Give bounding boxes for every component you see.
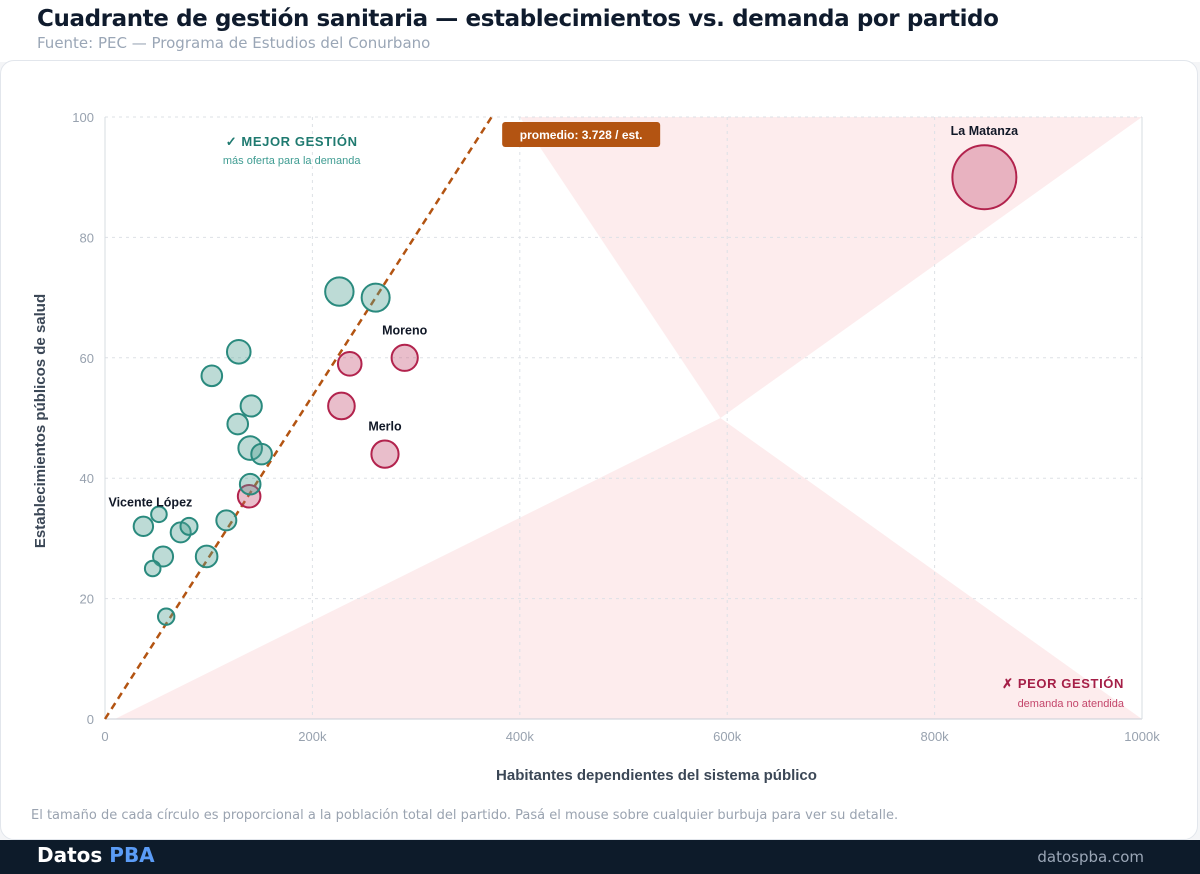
bubble-better bbox=[156, 607, 176, 626]
brand-name: Datos bbox=[37, 843, 103, 867]
bubble-better bbox=[250, 442, 273, 466]
worse-quadrant-title: ✗ PEOR GESTIÓN bbox=[1002, 676, 1124, 691]
bubble-better bbox=[238, 472, 262, 496]
bubble-better bbox=[239, 394, 263, 418]
bubble-better bbox=[143, 559, 162, 578]
page-title: Cuadrante de gestión sanitaria — estable… bbox=[37, 6, 999, 32]
bubble-better bbox=[152, 545, 175, 568]
shade-bottom bbox=[115, 418, 1142, 719]
bubble-worse bbox=[336, 351, 363, 377]
worse-quadrant-subtitle: demanda no atendida bbox=[1018, 698, 1125, 710]
bubbles bbox=[132, 144, 1018, 626]
shade-top bbox=[519, 117, 1142, 418]
brand-accent: PBA bbox=[109, 843, 155, 867]
x-tick-label: 1000k bbox=[1124, 729, 1160, 744]
point-labels: La Matanza Moreno Merlo Vicente López bbox=[108, 124, 1019, 509]
average-badge-label: promedio: 3.728 / est. bbox=[520, 128, 643, 142]
bubble-better bbox=[179, 516, 199, 536]
bubble-better bbox=[194, 544, 219, 569]
page-footer: Datos PBA datospba.com bbox=[0, 840, 1200, 874]
bubble-worse bbox=[236, 483, 262, 509]
y-tick-label: 20 bbox=[80, 592, 94, 607]
average-badge-box bbox=[502, 122, 661, 147]
bubble-worse bbox=[327, 391, 356, 421]
scatter-chart: 0 20 40 60 80 100 0 200k 400k 600k 800k 1000k La Ma… bbox=[32, 110, 1160, 784]
better-quadrant-subtitle: más oferta para la demanda bbox=[223, 155, 361, 167]
y-tick-label: 0 bbox=[87, 712, 94, 727]
page-subtitle: Fuente: PEC — Programa de Estudios del C… bbox=[37, 34, 431, 52]
y-tick-label: 40 bbox=[80, 471, 94, 486]
quadrant-shading bbox=[115, 117, 1142, 719]
bubble-worse bbox=[370, 439, 400, 469]
bubble-better bbox=[237, 435, 263, 461]
site-url[interactable]: datospba.com bbox=[1037, 848, 1144, 866]
y-tick-label: 80 bbox=[80, 230, 94, 245]
point-label: Moreno bbox=[382, 324, 428, 338]
point-label: Merlo bbox=[368, 420, 402, 434]
shade-right-gap bbox=[720, 117, 1142, 719]
bubble-better bbox=[226, 412, 250, 436]
axes: 0 20 40 60 80 100 0 200k 400k 600k 800k 1000k bbox=[72, 110, 1160, 744]
bubble-better bbox=[225, 338, 252, 365]
x-tick-label: 200k bbox=[298, 729, 327, 744]
bubble-better bbox=[324, 276, 355, 307]
page-header: Cuadrante de gestión sanitaria — estable… bbox=[0, 0, 1200, 62]
y-tick-label: 60 bbox=[80, 351, 94, 366]
x-tick-label: 0 bbox=[101, 729, 108, 744]
better-quadrant-title: ✓ MEJOR GESTIÓN bbox=[226, 134, 358, 149]
bubble-worse bbox=[951, 144, 1018, 211]
point-label: Vicente López bbox=[108, 496, 192, 510]
bubble-better bbox=[132, 515, 155, 538]
average-badge: promedio: 3.728 / est. bbox=[502, 122, 661, 147]
bubble-better bbox=[150, 505, 168, 524]
x-tick-label: 400k bbox=[506, 729, 535, 744]
y-axis-title: Establecimientos públicos de salud bbox=[32, 294, 49, 548]
bubble-worse bbox=[390, 343, 419, 372]
x-tick-label: 800k bbox=[920, 729, 949, 744]
bubble-better bbox=[360, 282, 391, 313]
grid-lines bbox=[105, 116, 1142, 719]
x-tick-label: 600k bbox=[713, 729, 742, 744]
brand-logo: Datos PBA bbox=[37, 843, 155, 867]
bubble-better bbox=[200, 364, 224, 388]
y-tick-label: 100 bbox=[72, 110, 94, 125]
chart-footnote: El tamaño de cada círculo es proporciona… bbox=[31, 808, 899, 823]
bubble-better bbox=[215, 509, 238, 532]
x-axis-title: Habitantes dependientes del sistema públ… bbox=[496, 767, 817, 784]
quadrant-labels: ✓ MEJOR GESTIÓN más oferta para la deman… bbox=[223, 134, 1125, 710]
point-label: La Matanza bbox=[951, 124, 1019, 138]
